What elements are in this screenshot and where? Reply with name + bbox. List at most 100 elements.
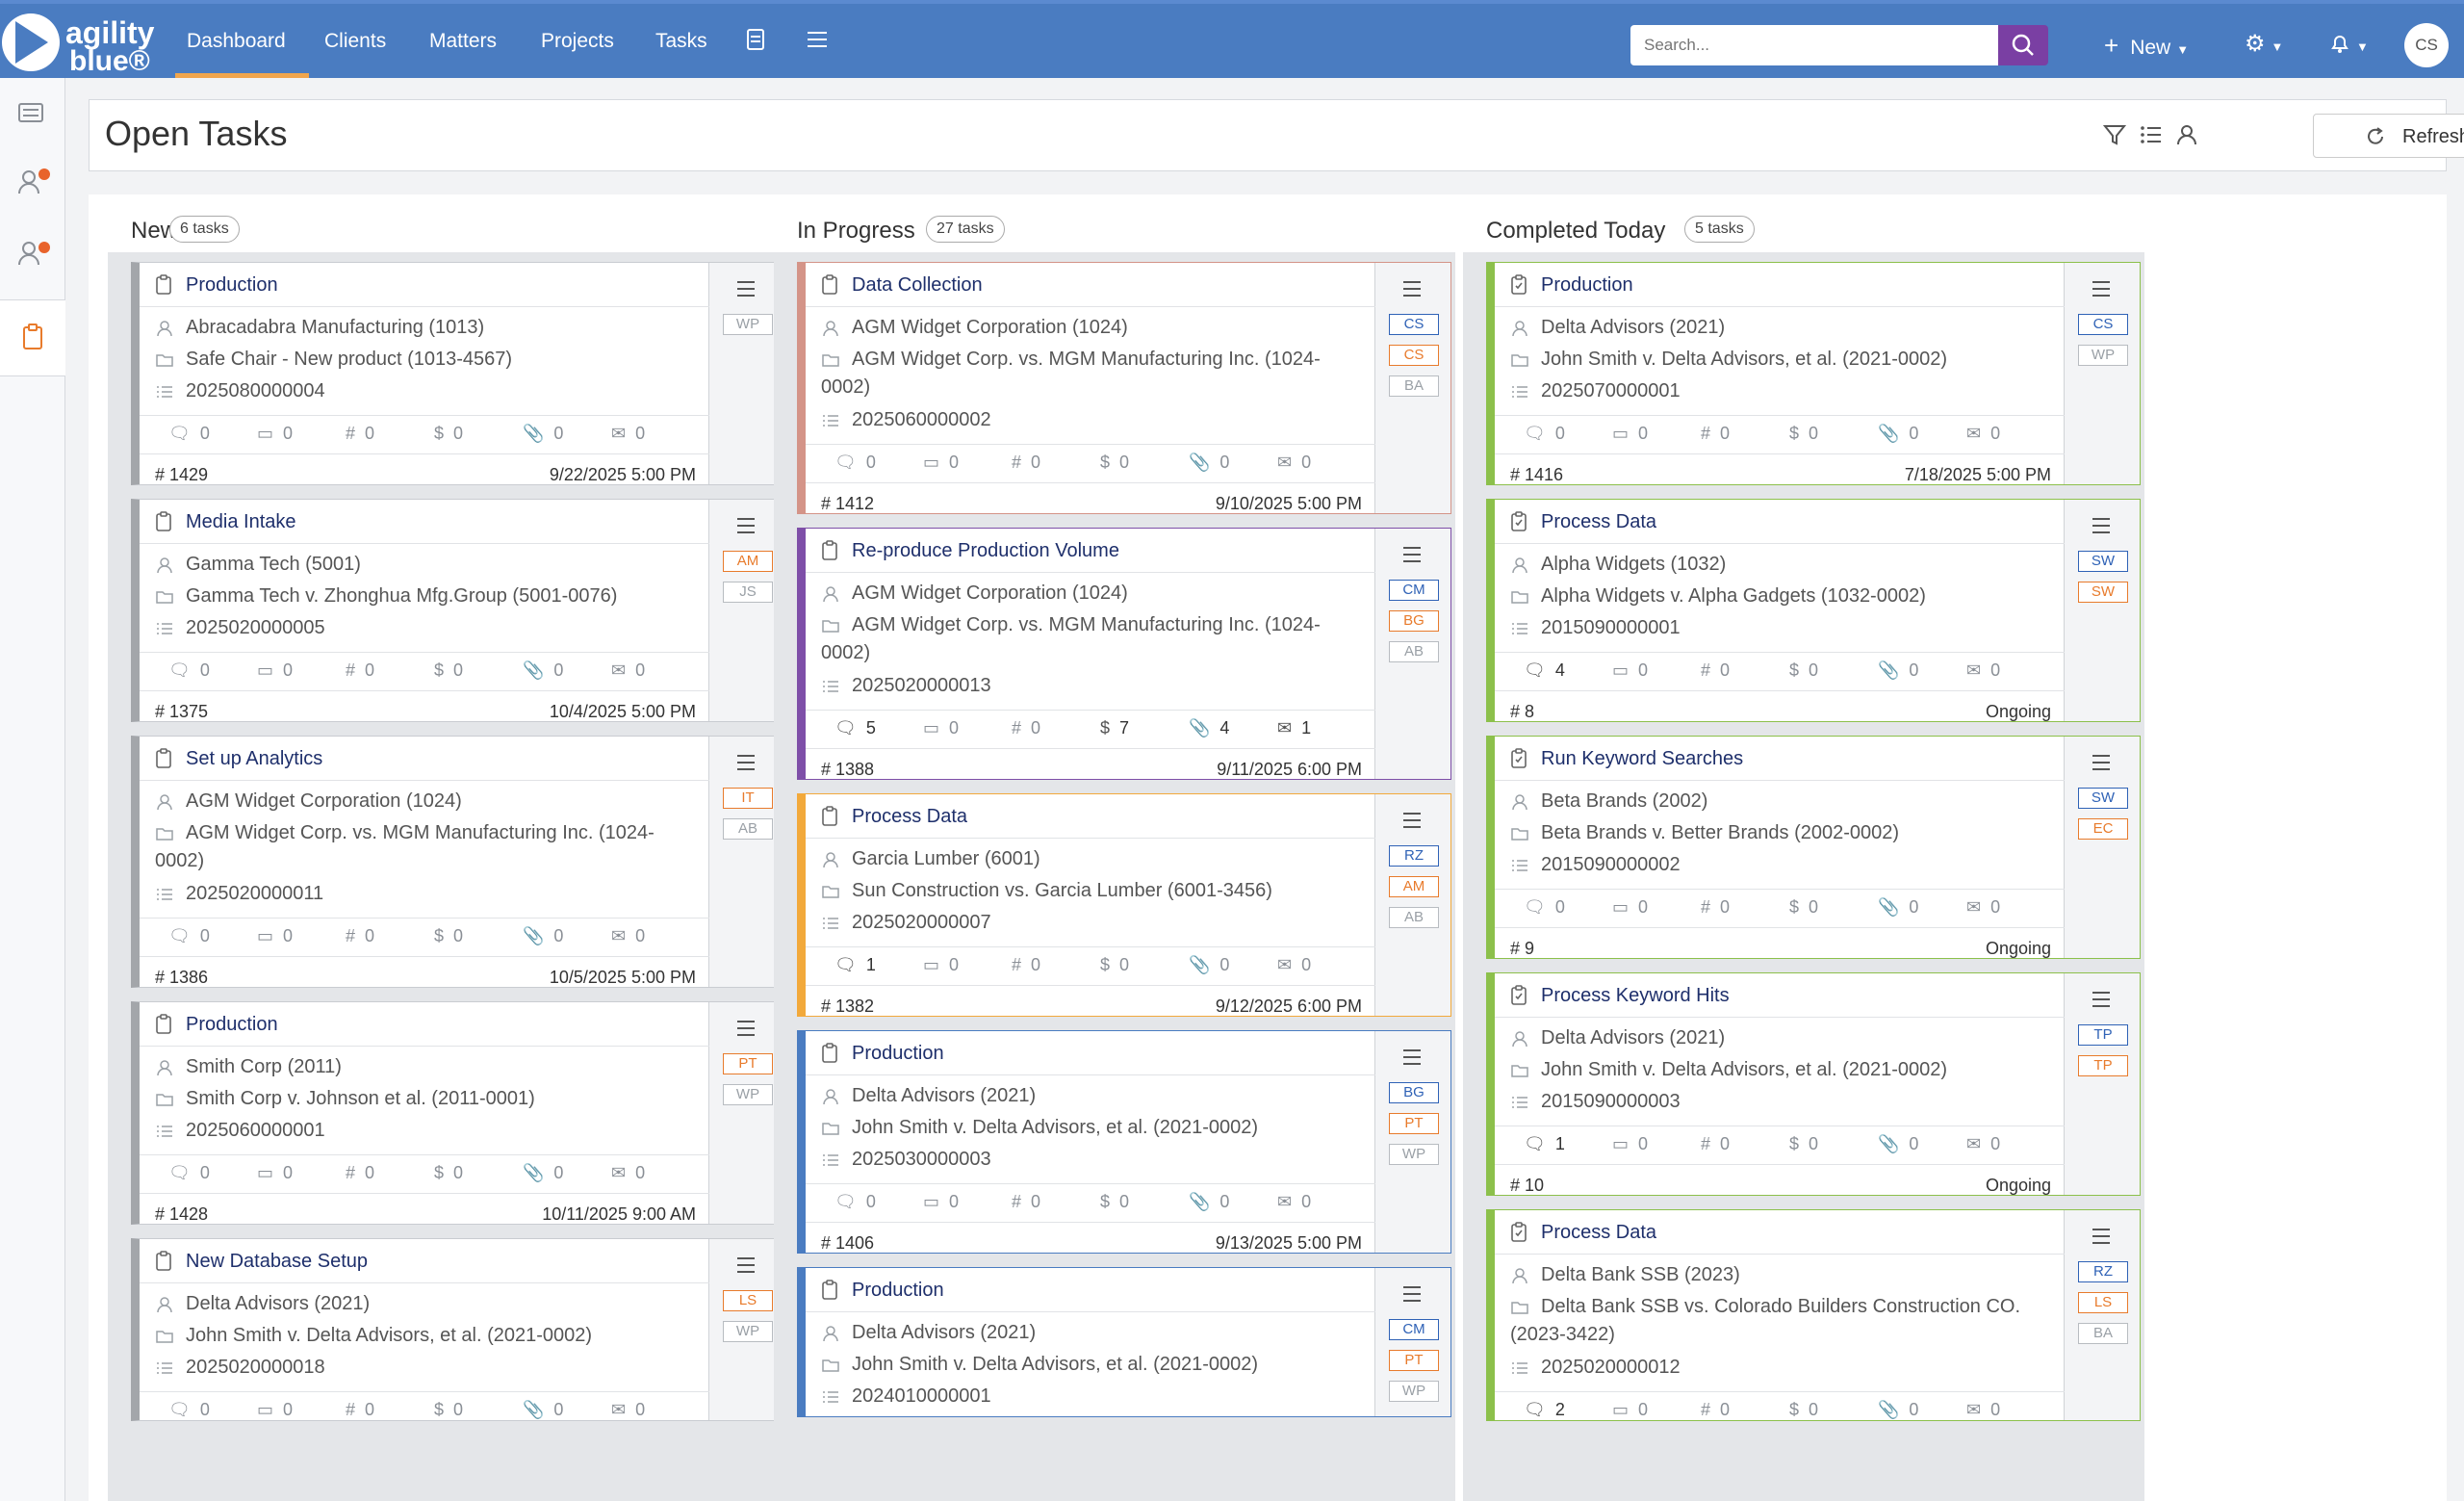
task-card[interactable]: Production Smith Corp (2011) Smith Corp v.… [131,1001,785,1225]
user-icon[interactable] [13,165,48,199]
card-stat[interactable]: ✉ 0 [611,660,645,681]
card-client[interactable]: AGM Widget Corporation (1024) [186,790,462,812]
card-stat[interactable]: ✉ 0 [611,926,645,946]
card-client[interactable]: Delta Bank SSB (2023) [1541,1264,1740,1285]
assignee-badge[interactable]: WP [723,1084,773,1105]
card-stat[interactable]: #0 [1701,660,1730,681]
card-matter-continued[interactable]: (2023-3422) [1510,1324,1615,1345]
list-icon[interactable] [2138,121,2165,148]
task-card[interactable]: New Database Setup Delta Advisors (2021) J… [131,1238,785,1421]
card-title[interactable]: Set up Analytics [186,748,323,769]
card-stat[interactable]: $0 [1789,1400,1818,1420]
task-card[interactable]: Media Intake Gamma Tech (5001) Gamma Tech … [131,499,785,722]
card-stat[interactable]: $0 [434,1400,463,1420]
assignee-badge[interactable]: CM [1389,1319,1439,1340]
task-card[interactable]: Production Delta Advisors (2021) John Smit… [797,1267,1451,1417]
assignee-badge[interactable]: LS [723,1290,773,1311]
card-id[interactable]: # 9 [1510,939,1535,958]
card-title[interactable]: Production [186,1014,278,1035]
assignee-badge[interactable]: CS [1389,345,1439,366]
assignee-badge[interactable]: SW [2078,551,2128,572]
card-menu-icon[interactable] [1399,278,1425,299]
card-stat[interactable]: #0 [1012,955,1040,975]
assignee-badge[interactable]: CM [1389,580,1439,601]
assignee-badge[interactable]: WP [1389,1381,1439,1402]
card-stat[interactable]: ✉ 0 [1277,1192,1311,1212]
card-stat[interactable]: ▭ 0 [1612,424,1648,444]
card-menu-icon[interactable] [2088,989,2115,1010]
task-card[interactable]: Re-produce Production Volume AGM Widget C… [797,528,1451,780]
filter-icon[interactable] [2101,121,2128,148]
card-matter[interactable]: AGM Widget Corp. vs. MGM Manufacturing I… [852,349,1321,370]
user-avatar[interactable]: CS [2404,23,2449,67]
card-stat[interactable]: ▭ 0 [923,1192,959,1212]
card-matter[interactable]: Gamma Tech v. Zhonghua Mfg.Group (5001-0… [186,585,618,607]
card-client[interactable]: Smith Corp (2011) [186,1056,342,1077]
card-menu-icon[interactable] [1399,1283,1425,1305]
card-title[interactable]: Data Collection [852,274,983,296]
card-stat[interactable]: ✉ 0 [611,1400,645,1420]
card-stat[interactable]: $0 [1100,955,1129,975]
new-button[interactable]: + New ▼ [2104,25,2189,65]
card-stat[interactable]: ✉ 0 [1966,1400,2000,1420]
assignee-badge[interactable]: BA [2078,1323,2128,1344]
assignee-badge[interactable]: AB [1389,907,1439,928]
assignee-badge[interactable]: AB [723,818,773,840]
card-stat[interactable]: #0 [346,1400,374,1420]
card-matter-continued[interactable]: 0002) [821,642,871,663]
card-matter[interactable]: Smith Corp v. Johnson et al. (2011-0001) [186,1088,535,1109]
assignee-badge[interactable]: TP [2078,1055,2128,1076]
card-stat[interactable]: ▭ 0 [1612,897,1648,918]
card-menu-icon[interactable] [2088,1226,2115,1247]
card-stat[interactable]: $0 [434,660,463,681]
card-title[interactable]: Process Data [852,806,968,827]
card-client[interactable]: Alpha Widgets (1032) [1541,554,1727,575]
card-client[interactable]: AGM Widget Corporation (1024) [852,582,1128,604]
card-matter[interactable]: Alpha Widgets v. Alpha Gadgets (1032-000… [1541,585,1926,607]
card-stat[interactable]: 🗨 0 [1524,897,1565,918]
card-stat[interactable]: #0 [1701,424,1730,444]
card-id[interactable]: # 1388 [821,760,875,779]
assignee-badge[interactable]: BG [1389,1082,1439,1103]
card-menu-icon[interactable] [732,752,759,773]
assignee-badge[interactable]: BG [1389,610,1439,632]
settings-dropdown[interactable]: ⚙ ▼ [2245,27,2283,62]
card-stat[interactable]: 📎 0 [523,926,563,946]
card-stat[interactable]: 🗨 0 [168,660,210,681]
card-stat[interactable]: $0 [434,926,463,946]
card-stat[interactable]: 🗨 0 [168,424,210,444]
card-client[interactable]: Abracadabra Manufacturing (1013) [186,317,485,338]
card-stat[interactable]: ✉ 0 [1966,1134,2000,1154]
card-stat[interactable]: #0 [346,660,374,681]
card-stat[interactable]: ▭ 0 [1612,660,1648,681]
card-matter[interactable]: John Smith v. Delta Advisors, et al. (20… [852,1354,1259,1375]
assignee-badge[interactable]: BA [1389,375,1439,397]
card-stat[interactable]: ✉ 1 [1277,718,1311,738]
assignee-badge[interactable]: AM [1389,876,1439,897]
card-stat[interactable]: ✉ 0 [1966,424,2000,444]
card-client[interactable]: Delta Advisors (2021) [852,1322,1037,1343]
search-input[interactable] [1630,25,1998,65]
card-matter-continued[interactable]: 0002) [821,376,871,398]
card-stat[interactable]: ✉ 0 [611,1163,645,1183]
sidebar-item-tasks[interactable] [0,299,65,376]
card-title[interactable]: Production [1541,274,1633,296]
card-stat[interactable]: 🗨 0 [168,926,210,946]
task-card[interactable]: Process Keyword Hits Delta Advisors (2021… [1486,972,2141,1196]
assignee-badge[interactable]: JS [723,582,773,603]
card-stat[interactable]: $0 [434,424,463,444]
card-title[interactable]: Process Data [1541,511,1657,532]
card-matter-continued[interactable]: 0002) [155,850,205,871]
card-id[interactable]: # 1429 [155,465,209,484]
notifications-dropdown[interactable]: ▼ [2329,27,2369,62]
card-matter[interactable]: John Smith v. Delta Advisors, et al. (20… [186,1325,593,1346]
card-stat[interactable]: 📎 0 [1878,660,1918,681]
card-stat[interactable]: #0 [1012,718,1040,738]
nav-tasks[interactable]: Tasks [655,30,707,52]
card-stat[interactable]: ▭ 0 [923,453,959,473]
card-stat[interactable]: ▭ 0 [1612,1134,1648,1154]
card-stat[interactable]: 📎 0 [523,424,563,444]
card-stat[interactable]: 📎 0 [1878,424,1918,444]
card-client[interactable]: Delta Advisors (2021) [1541,317,1726,338]
assignee-badge[interactable]: CS [1389,314,1439,335]
